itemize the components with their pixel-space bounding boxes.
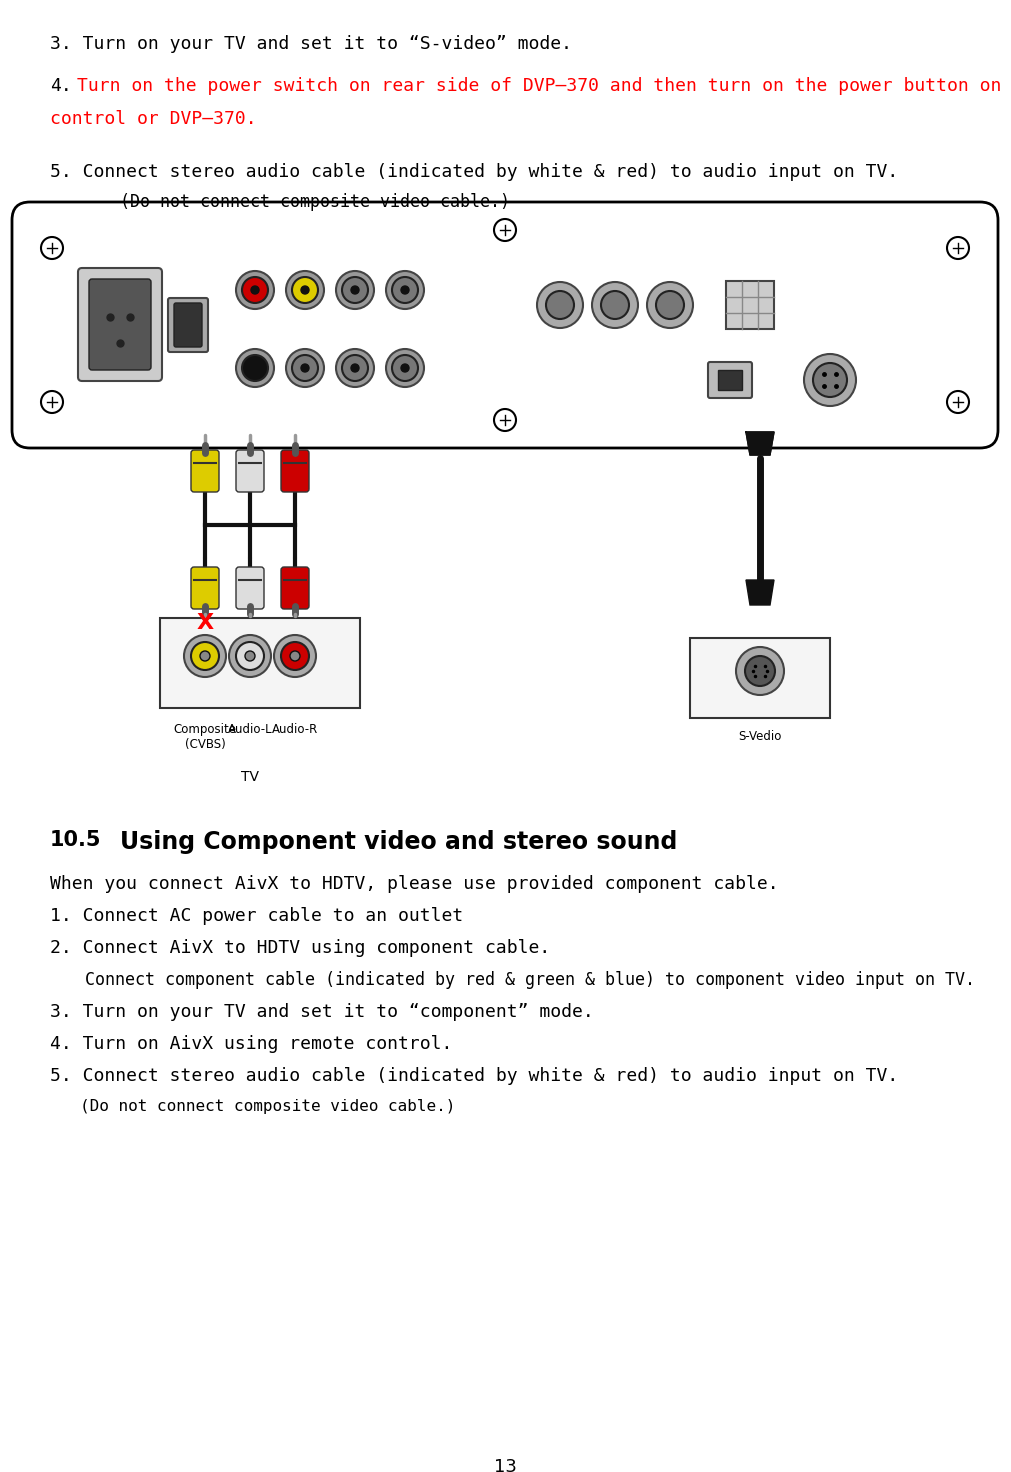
Circle shape xyxy=(245,651,255,661)
Circle shape xyxy=(236,349,274,387)
FancyBboxPatch shape xyxy=(174,303,202,347)
FancyBboxPatch shape xyxy=(281,567,309,609)
Circle shape xyxy=(813,364,847,397)
Circle shape xyxy=(41,237,63,259)
Circle shape xyxy=(200,651,210,661)
Circle shape xyxy=(401,364,409,372)
Circle shape xyxy=(342,277,368,303)
Text: control or DVP–370.: control or DVP–370. xyxy=(50,110,257,128)
Text: Connect component cable (indicated by red & green & blue) to component video inp: Connect component cable (indicated by re… xyxy=(85,972,975,989)
FancyBboxPatch shape xyxy=(708,362,752,397)
Circle shape xyxy=(745,657,775,686)
FancyBboxPatch shape xyxy=(281,450,309,492)
FancyBboxPatch shape xyxy=(236,567,264,609)
FancyBboxPatch shape xyxy=(160,618,360,708)
Circle shape xyxy=(242,355,268,381)
Polygon shape xyxy=(746,431,774,455)
Circle shape xyxy=(301,286,309,294)
Circle shape xyxy=(290,651,300,661)
Circle shape xyxy=(286,349,324,387)
Circle shape xyxy=(386,349,424,387)
Text: TV: TV xyxy=(241,770,259,785)
Circle shape xyxy=(242,277,268,303)
Circle shape xyxy=(251,364,259,372)
Circle shape xyxy=(191,642,219,670)
Circle shape xyxy=(537,283,583,328)
FancyBboxPatch shape xyxy=(12,202,998,447)
Text: 5. Connect stereo audio cable (indicated by white & red) to audio input on TV.: 5. Connect stereo audio cable (indicated… xyxy=(50,163,898,181)
Circle shape xyxy=(392,277,418,303)
Text: (Do not connect composite video cable.): (Do not connect composite video cable.) xyxy=(80,1100,455,1114)
Text: 10.5: 10.5 xyxy=(50,830,101,849)
Text: When you connect AivX to HDTV, please use provided component cable.: When you connect AivX to HDTV, please us… xyxy=(50,874,778,894)
Text: 13: 13 xyxy=(493,1457,517,1472)
Circle shape xyxy=(281,642,309,670)
Circle shape xyxy=(386,271,424,309)
Text: S-Vedio: S-Vedio xyxy=(738,730,782,743)
Polygon shape xyxy=(746,580,774,605)
Text: Turn on the power switch on rear side of DVP–370 and then turn on the power butt: Turn on the power switch on rear side of… xyxy=(77,77,1011,96)
Text: 1. Connect AC power cable to an outlet: 1. Connect AC power cable to an outlet xyxy=(50,907,463,924)
FancyBboxPatch shape xyxy=(89,280,151,369)
Text: 5. Connect stereo audio cable (indicated by white & red) to audio input on TV.: 5. Connect stereo audio cable (indicated… xyxy=(50,1067,898,1085)
Text: Composite
(CVBS): Composite (CVBS) xyxy=(174,723,237,751)
Circle shape xyxy=(236,642,264,670)
Circle shape xyxy=(336,349,374,387)
Circle shape xyxy=(546,291,574,319)
Circle shape xyxy=(494,409,516,431)
Circle shape xyxy=(736,648,784,695)
Text: X: X xyxy=(196,612,213,633)
Bar xyxy=(718,369,742,390)
Circle shape xyxy=(236,271,274,309)
Circle shape xyxy=(351,364,359,372)
Circle shape xyxy=(336,271,374,309)
Circle shape xyxy=(41,392,63,414)
Circle shape xyxy=(494,219,516,241)
Circle shape xyxy=(292,277,318,303)
Circle shape xyxy=(804,353,856,406)
FancyBboxPatch shape xyxy=(191,567,219,609)
Circle shape xyxy=(656,291,684,319)
Text: (Do not connect composite video cable.): (Do not connect composite video cable.) xyxy=(80,193,510,210)
Circle shape xyxy=(647,283,693,328)
Circle shape xyxy=(251,286,259,294)
Circle shape xyxy=(947,237,969,259)
FancyBboxPatch shape xyxy=(236,450,264,492)
Circle shape xyxy=(229,634,271,677)
Circle shape xyxy=(301,364,309,372)
Circle shape xyxy=(292,355,318,381)
Circle shape xyxy=(947,392,969,414)
FancyBboxPatch shape xyxy=(168,297,208,352)
FancyBboxPatch shape xyxy=(78,268,162,381)
Circle shape xyxy=(184,634,226,677)
Text: 3. Turn on your TV and set it to “S-video” mode.: 3. Turn on your TV and set it to “S-vide… xyxy=(50,35,572,53)
Text: Audio-L: Audio-L xyxy=(227,723,272,736)
Circle shape xyxy=(351,286,359,294)
Text: Using Component video and stereo sound: Using Component video and stereo sound xyxy=(120,830,677,854)
Circle shape xyxy=(601,291,629,319)
FancyBboxPatch shape xyxy=(690,637,830,718)
Circle shape xyxy=(401,286,409,294)
Circle shape xyxy=(274,634,316,677)
Text: Audio-R: Audio-R xyxy=(272,723,318,736)
Circle shape xyxy=(392,355,418,381)
Circle shape xyxy=(286,271,324,309)
Text: 4.: 4. xyxy=(50,77,72,96)
Text: 4. Turn on AivX using remote control.: 4. Turn on AivX using remote control. xyxy=(50,1035,452,1052)
Circle shape xyxy=(342,355,368,381)
FancyBboxPatch shape xyxy=(191,450,219,492)
Circle shape xyxy=(592,283,638,328)
Bar xyxy=(726,281,774,330)
Text: 2. Connect AivX to HDTV using component cable.: 2. Connect AivX to HDTV using component … xyxy=(50,939,550,957)
Text: 3. Turn on your TV and set it to “component” mode.: 3. Turn on your TV and set it to “compon… xyxy=(50,1002,593,1022)
